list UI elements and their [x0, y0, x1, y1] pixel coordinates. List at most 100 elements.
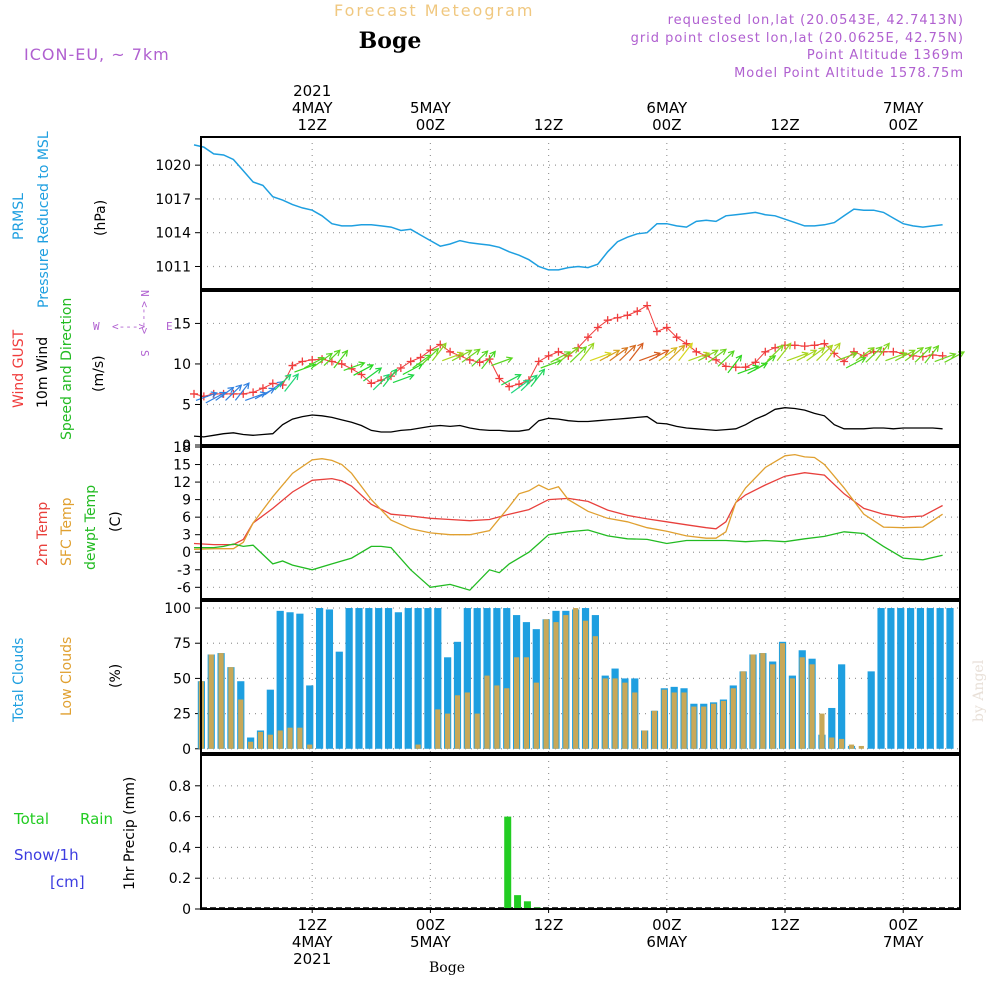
wind-10m-label: 10m Wind: [35, 337, 51, 408]
y-tick-label: 15: [173, 458, 191, 474]
arrow-head: [465, 349, 473, 356]
arrow-shaft: [855, 347, 875, 362]
wind-panel: 0 5 10 15: [173, 290, 966, 454]
bottom-time-label: 12Z: [298, 916, 327, 934]
arrow-head: [432, 347, 440, 355]
bottom-time-label: 4MAY: [292, 933, 334, 951]
arrow-head: [662, 349, 670, 356]
arrow-shaft: [569, 346, 587, 363]
gust-marker: [406, 357, 415, 366]
arrow-shaft: [363, 367, 382, 382]
arrow-shaft: [668, 344, 686, 362]
precip-ylabels: Total Rain Snow/1h [cm] 1hr Precip (mm): [13, 777, 138, 891]
arrow-shaft: [284, 373, 299, 392]
total-cloud-bar: [453, 641, 462, 749]
gust-marker: [672, 333, 681, 342]
low-clouds-label: Low Clouds: [59, 637, 75, 716]
model-label: ICON-EU, ~ 7km: [24, 45, 170, 64]
gust-marker: [584, 333, 592, 342]
low-cloud-bar: [297, 727, 303, 749]
precip-rain-label: Rain: [80, 810, 113, 828]
arrow-head: [383, 373, 390, 381]
gust-marker: [800, 342, 809, 351]
low-cloud-bar: [642, 730, 648, 749]
low-cloud-bar: [267, 734, 273, 749]
top-time-label: 12Z: [534, 116, 563, 134]
gust-marker: [337, 359, 346, 368]
gust-marker: [190, 389, 198, 398]
top-time-label: 2021: [293, 82, 331, 100]
wind-direction-arrow: [895, 349, 916, 362]
low-cloud-bar: [740, 671, 746, 749]
arrow-shaft: [727, 355, 742, 374]
wind-direction-arrow: [609, 347, 629, 362]
arrow-shaft: [924, 345, 939, 364]
wind-direction-arrow: [481, 350, 496, 370]
y-tick-label: 9: [182, 493, 191, 509]
bottom-time-label: 7MAY: [883, 933, 925, 951]
y-tick-label: 50: [173, 671, 191, 687]
y-tick-label: 0: [182, 545, 191, 561]
arrow-head: [235, 384, 243, 392]
total-cloud-bar: [276, 610, 284, 749]
y-tick-label: 0.8: [169, 779, 191, 795]
arrow-shaft: [875, 342, 890, 362]
arrow-head: [932, 344, 940, 352]
wind-direction-arrow: [225, 384, 243, 401]
arrow-head: [818, 347, 826, 354]
gust-marker: [327, 357, 336, 366]
low-cloud-bar: [592, 636, 598, 749]
precip-total-label: Total: [13, 810, 49, 828]
y-tick-label: 1014: [155, 226, 191, 242]
low-cloud-bar: [701, 706, 707, 749]
arrow-head: [522, 379, 530, 386]
gust-marker: [682, 339, 691, 348]
arrow-shaft: [215, 387, 234, 401]
y-tick-label: 15: [173, 316, 191, 332]
low-cloud-bar: [208, 654, 214, 749]
low-cloud-bar: [257, 731, 264, 749]
low-cloud-bar: [779, 643, 786, 749]
arrow-shaft: [757, 355, 776, 370]
gust-marker: [731, 363, 740, 372]
total-cloud-bar: [493, 608, 501, 749]
arrow-head: [810, 349, 818, 356]
clouds-frame: [200, 600, 961, 754]
low-cloud-bar: [848, 744, 855, 749]
arrow-head: [341, 349, 349, 357]
arrow-shaft: [658, 347, 678, 362]
total-cloud-bar: [375, 608, 383, 749]
arrow-head: [735, 354, 743, 362]
low-cloud-bar: [277, 730, 283, 749]
arrow-head: [760, 362, 769, 369]
low-cloud-bar: [760, 653, 766, 749]
y-tick-label: 0: [182, 742, 191, 758]
y-tick-label: 10: [173, 357, 191, 373]
arrow-head: [621, 347, 629, 354]
wind-direction-arrow: [904, 347, 924, 362]
gust-marker: [308, 355, 317, 364]
arrow-head: [883, 342, 890, 350]
arrow-shaft: [353, 364, 374, 376]
y-tick-label: 0.6: [169, 810, 191, 826]
arrow-head: [292, 373, 299, 381]
temp-unit: (C): [108, 511, 124, 532]
low-cloud-bar: [671, 692, 677, 749]
wind-direction-arrow: [875, 342, 890, 362]
y-tick-label: 6: [182, 510, 191, 526]
point-altitude: Point Altitude 1369m: [807, 48, 964, 63]
arrow-shaft: [619, 344, 636, 362]
arrow-shaft: [461, 348, 481, 363]
low-cloud-bar: [513, 657, 520, 749]
total-cloud-bar: [365, 608, 373, 749]
low-cloud-bar: [858, 745, 864, 749]
arrow-head: [826, 344, 834, 352]
wind-direction-arrow: [836, 351, 859, 362]
total-cloud-bar: [296, 613, 304, 749]
arrow-head: [613, 349, 621, 356]
low-cloud-bar: [770, 664, 776, 749]
top-time-label: 00Z: [416, 116, 445, 134]
